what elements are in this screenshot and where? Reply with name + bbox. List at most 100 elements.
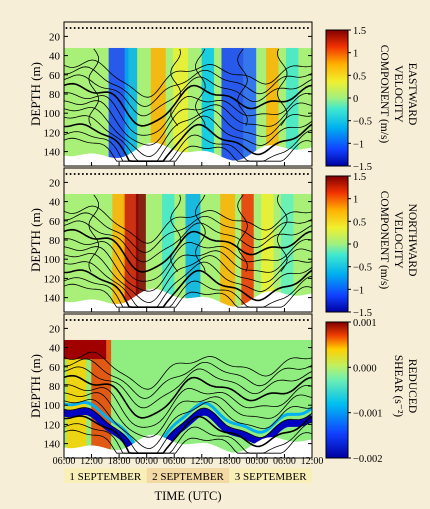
sample-marker — [245, 319, 248, 321]
sample-marker — [212, 173, 215, 175]
sample-marker — [274, 27, 277, 29]
color-band-9 — [285, 47, 299, 166]
sample-marker — [77, 27, 80, 29]
day-band — [64, 468, 147, 483]
sample-marker — [180, 173, 183, 175]
y-tick-label: 40 — [49, 343, 61, 355]
y-tick-label: 40 — [49, 51, 61, 63]
sample-marker — [220, 173, 223, 175]
contour-line-11 — [64, 429, 312, 454]
contour-line-2 — [64, 212, 312, 253]
y-tick-label: 60 — [49, 362, 61, 374]
contours — [64, 194, 312, 308]
contours — [64, 351, 312, 454]
day-label: 3 SEPTEMBER — [235, 471, 307, 483]
velocity-contour-5 — [276, 48, 288, 126]
sample-marker — [85, 27, 88, 29]
sample-marker — [282, 27, 285, 29]
sample-marker — [147, 319, 150, 321]
sample-marker — [94, 27, 97, 29]
sample-marker — [204, 173, 207, 175]
sample-marker — [106, 27, 109, 29]
sample-marker — [257, 173, 260, 175]
sample-marker — [270, 173, 273, 175]
sample-marker — [306, 27, 309, 29]
colorbar-label: NORTHWARD — [406, 204, 418, 277]
contour-line-7 — [64, 399, 312, 449]
contour-line-10 — [64, 129, 312, 162]
sample-marker — [73, 319, 76, 321]
panel-3: 20 40 60 80 100 120 140 DEPTH (m) 0.001 0.000 −0.0… — [28, 313, 418, 465]
sample-marker — [265, 319, 268, 321]
contour-line-5 — [64, 238, 312, 282]
sample-marker — [77, 319, 80, 321]
day-band — [229, 468, 312, 483]
sample-marker — [237, 173, 240, 175]
colorbar-tick-label: 1 — [353, 49, 358, 60]
sample-marker — [196, 319, 199, 321]
sample-marker — [282, 319, 285, 321]
sample-marker — [192, 173, 195, 175]
sample-marker — [143, 173, 146, 175]
contour-line-9 — [64, 123, 312, 162]
sample-marker — [69, 27, 72, 29]
sample-marker — [151, 173, 154, 175]
sample-marker — [122, 173, 125, 175]
sample-marker — [175, 173, 178, 175]
velocity-contour-4 — [237, 48, 248, 126]
colorbar-tick-label: −1 — [353, 285, 364, 296]
sample-marker — [208, 319, 211, 321]
colorbar-tick-label: −1 — [353, 139, 364, 150]
y-tick-label: 20 — [49, 323, 61, 335]
sample-marker — [163, 319, 166, 321]
colorbar-label: VELOCITY — [392, 65, 404, 123]
x-tick-label: 18:00 — [218, 456, 241, 467]
sample-marker — [159, 173, 162, 175]
sample-marker — [94, 319, 97, 321]
contour-line-9 — [64, 269, 312, 308]
panel-1: 20 40 60 80 100 120 140 DEPTH (m) 1.5 1 0.5 0 −0.5 −1… — [28, 21, 418, 173]
sample-marker — [90, 27, 93, 29]
x-tick-label: 12:00 — [190, 456, 213, 467]
colorbar-tick-label: 1.5 — [353, 26, 366, 37]
sample-marker — [286, 173, 289, 175]
sample-marker — [282, 173, 285, 175]
sample-marker — [229, 173, 232, 175]
sample-marker — [188, 319, 191, 321]
sample-marker — [85, 319, 88, 321]
sample-marker — [65, 27, 68, 29]
sample-marker — [90, 173, 93, 175]
sample-marker — [233, 27, 236, 29]
sample-marker — [265, 173, 268, 175]
colorbar-tick-label: −0.5 — [353, 263, 372, 274]
sample-marker — [241, 319, 244, 321]
sample-marker — [200, 319, 203, 321]
color-band-8 — [266, 47, 279, 166]
contour-line-2 — [64, 66, 312, 107]
sample-marker — [85, 173, 88, 175]
velocity-contour-2 — [170, 48, 182, 126]
sample-marker — [294, 319, 297, 321]
colorbar-tick-label: −1.5 — [353, 308, 372, 319]
sample-marker — [200, 173, 203, 175]
colorbar-label: REDUCED — [406, 359, 418, 413]
colorbar-tick-label: 0.5 — [353, 71, 366, 82]
sample-marker — [139, 173, 142, 175]
sample-marker — [257, 27, 260, 29]
contour-line-1 — [64, 351, 312, 390]
y-tick-label: 140 — [44, 293, 61, 305]
sample-marker — [73, 173, 76, 175]
color-band-2 — [135, 193, 146, 312]
sample-marker — [216, 27, 219, 29]
sample-marker — [265, 27, 268, 29]
sample-marker — [298, 319, 301, 321]
sample-marker — [188, 27, 191, 29]
sample-marker — [155, 27, 158, 29]
sample-marker — [188, 173, 191, 175]
sample-marker — [139, 319, 142, 321]
y-tick-label: 20 — [49, 31, 61, 43]
y-tick-label: 100 — [44, 400, 61, 412]
sample-marker — [122, 319, 125, 321]
y-axis-label: DEPTH (m) — [28, 62, 43, 126]
velocity-contour-1 — [88, 194, 100, 272]
